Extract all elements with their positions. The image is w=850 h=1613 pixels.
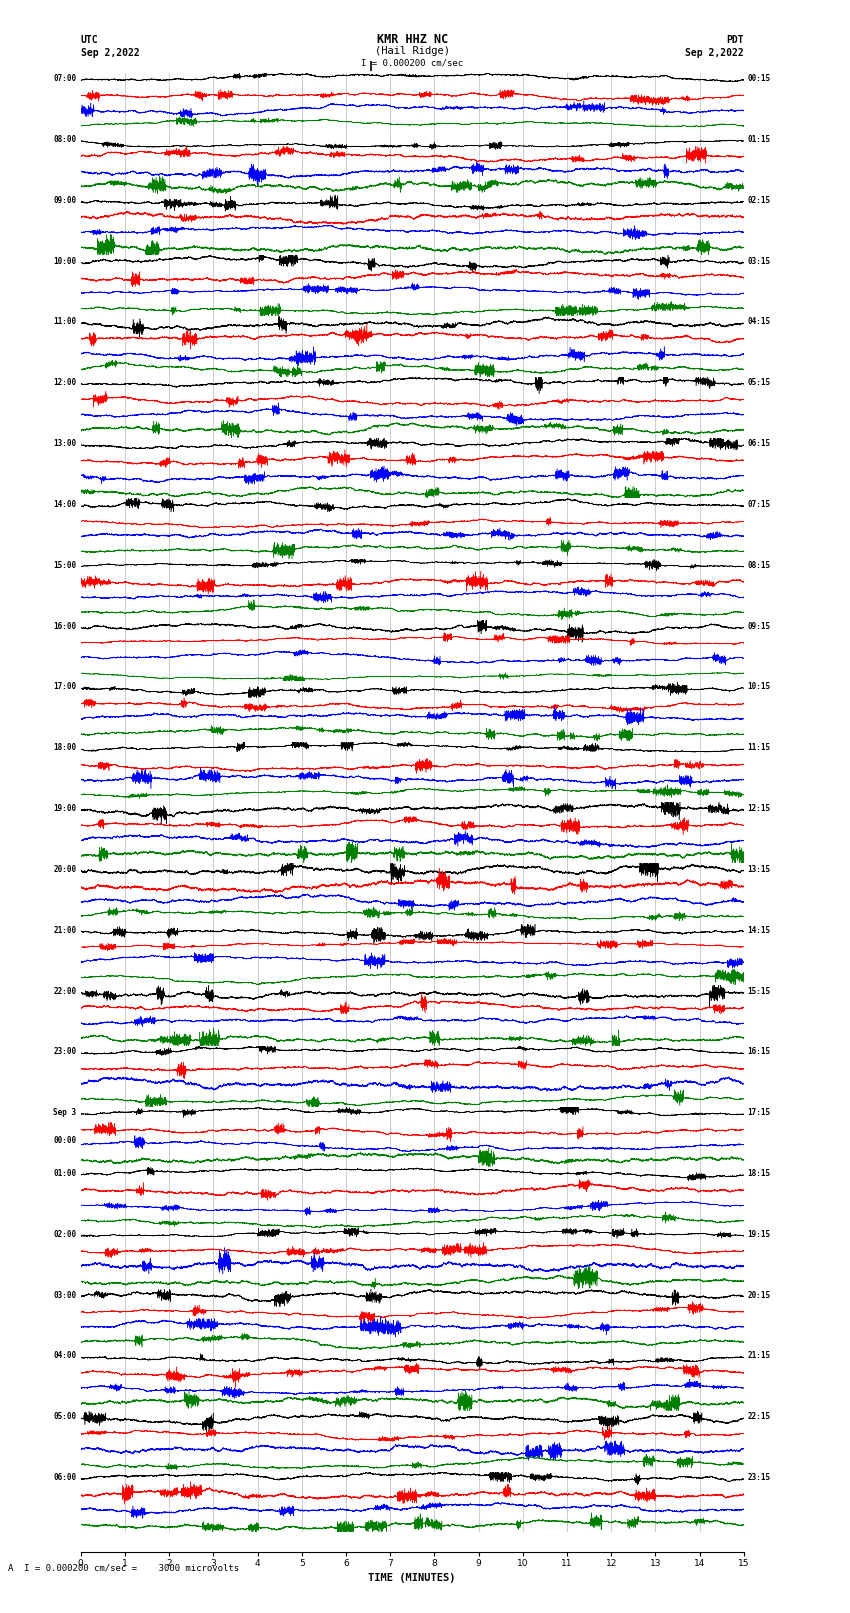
Text: 13:00: 13:00 — [54, 439, 76, 448]
Text: 17:00: 17:00 — [54, 682, 76, 692]
Text: A  I = 0.000200 cm/sec =    3000 microvolts: A I = 0.000200 cm/sec = 3000 microvolts — [8, 1563, 240, 1573]
Text: 21:15: 21:15 — [747, 1352, 770, 1360]
Text: 07:00: 07:00 — [54, 74, 76, 84]
Text: 05:15: 05:15 — [747, 379, 770, 387]
Text: 11:15: 11:15 — [747, 744, 770, 752]
Text: 13:15: 13:15 — [747, 865, 770, 874]
Text: Sep 2,2022: Sep 2,2022 — [81, 48, 139, 58]
Text: 08:15: 08:15 — [747, 561, 770, 569]
Text: 07:15: 07:15 — [747, 500, 770, 510]
Text: 01:15: 01:15 — [747, 135, 770, 144]
Text: 18:00: 18:00 — [54, 744, 76, 752]
Text: 10:15: 10:15 — [747, 682, 770, 692]
Text: 09:15: 09:15 — [747, 621, 770, 631]
Text: I = 0.000200 cm/sec: I = 0.000200 cm/sec — [361, 58, 463, 68]
Text: 20:00: 20:00 — [54, 865, 76, 874]
Text: 19:15: 19:15 — [747, 1229, 770, 1239]
Text: 00:15: 00:15 — [747, 74, 770, 84]
Text: 09:00: 09:00 — [54, 195, 76, 205]
Text: Sep 2,2022: Sep 2,2022 — [685, 48, 744, 58]
Text: 11:00: 11:00 — [54, 318, 76, 326]
Text: 20:15: 20:15 — [747, 1290, 770, 1300]
Text: KMR HHZ NC: KMR HHZ NC — [377, 32, 448, 45]
Text: 19:00: 19:00 — [54, 805, 76, 813]
Text: 16:15: 16:15 — [747, 1047, 770, 1057]
Text: 15:00: 15:00 — [54, 561, 76, 569]
Text: (Hail Ridge): (Hail Ridge) — [375, 47, 450, 56]
Text: 04:00: 04:00 — [54, 1352, 76, 1360]
Text: 06:00: 06:00 — [54, 1473, 76, 1482]
Text: 12:15: 12:15 — [747, 805, 770, 813]
Text: PDT: PDT — [726, 35, 744, 45]
Text: UTC: UTC — [81, 35, 99, 45]
Text: 10:00: 10:00 — [54, 256, 76, 266]
Text: 03:00: 03:00 — [54, 1290, 76, 1300]
Text: 14:00: 14:00 — [54, 500, 76, 510]
Text: 16:00: 16:00 — [54, 621, 76, 631]
Text: 02:15: 02:15 — [747, 195, 770, 205]
Text: Sep 3: Sep 3 — [54, 1108, 76, 1118]
Text: 04:15: 04:15 — [747, 318, 770, 326]
Text: 15:15: 15:15 — [747, 987, 770, 995]
Text: 17:15: 17:15 — [747, 1108, 770, 1118]
Text: 05:00: 05:00 — [54, 1413, 76, 1421]
Text: 06:15: 06:15 — [747, 439, 770, 448]
Text: 23:15: 23:15 — [747, 1473, 770, 1482]
Text: 21:00: 21:00 — [54, 926, 76, 934]
Text: 22:15: 22:15 — [747, 1413, 770, 1421]
Text: 00:00: 00:00 — [54, 1136, 76, 1145]
Text: 23:00: 23:00 — [54, 1047, 76, 1057]
Text: 08:00: 08:00 — [54, 135, 76, 144]
Text: 02:00: 02:00 — [54, 1229, 76, 1239]
X-axis label: TIME (MINUTES): TIME (MINUTES) — [369, 1573, 456, 1584]
Text: 22:00: 22:00 — [54, 987, 76, 995]
Text: 01:00: 01:00 — [54, 1169, 76, 1177]
Text: 18:15: 18:15 — [747, 1169, 770, 1177]
Text: 14:15: 14:15 — [747, 926, 770, 934]
Text: 12:00: 12:00 — [54, 379, 76, 387]
Text: 03:15: 03:15 — [747, 256, 770, 266]
